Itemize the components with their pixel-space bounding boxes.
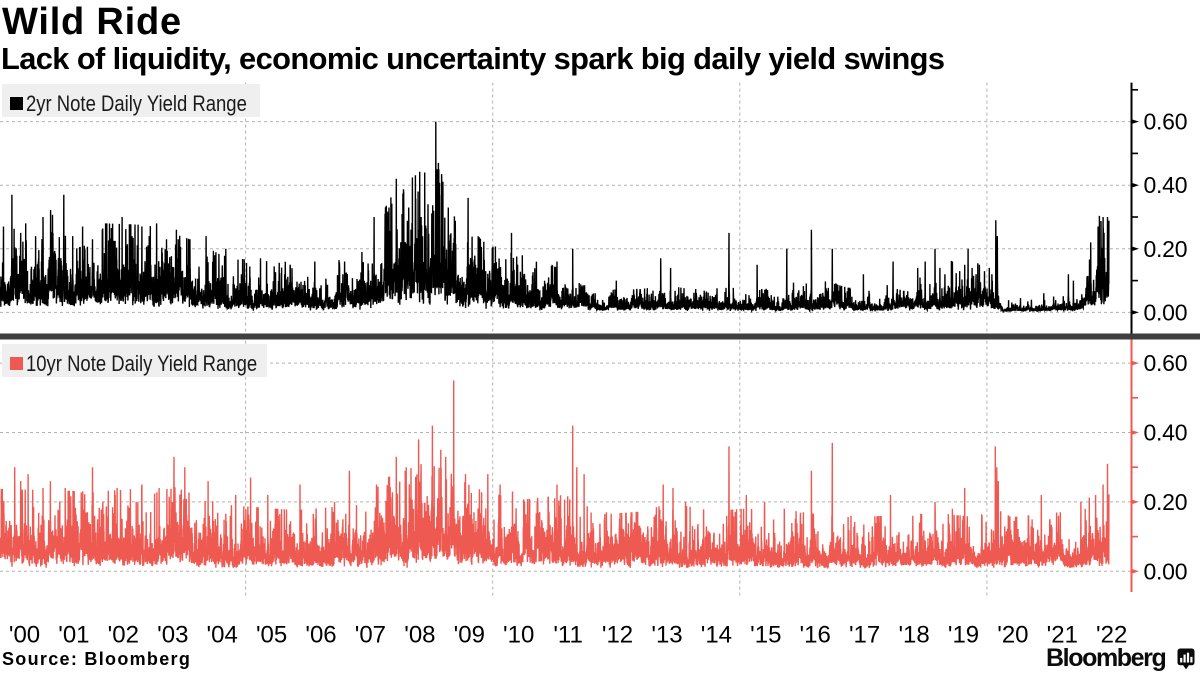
svg-text:'17: '17: [849, 622, 880, 649]
svg-text:'00: '00: [9, 622, 40, 649]
svg-text:'21: '21: [1047, 622, 1078, 649]
svg-text:'10: '10: [503, 622, 534, 649]
svg-text:0.00: 0.00: [1144, 558, 1188, 584]
svg-text:'05: '05: [256, 622, 287, 649]
svg-text:'22: '22: [1096, 622, 1127, 649]
svg-text:0.40: 0.40: [1144, 420, 1188, 446]
svg-text:'20: '20: [997, 622, 1028, 649]
svg-text:'12: '12: [602, 622, 633, 649]
svg-text:'03: '03: [157, 622, 188, 649]
svg-text:'08: '08: [404, 622, 435, 649]
svg-text:'04: '04: [207, 622, 238, 649]
svg-text:'14: '14: [701, 622, 732, 649]
svg-text:'09: '09: [454, 622, 485, 649]
svg-text:'06: '06: [305, 622, 336, 649]
svg-text:'19: '19: [948, 622, 979, 649]
svg-text:0.60: 0.60: [1144, 109, 1188, 135]
svg-text:'16: '16: [800, 622, 831, 649]
svg-text:'07: '07: [355, 622, 386, 649]
svg-text:'15: '15: [750, 622, 781, 649]
svg-text:'01: '01: [58, 622, 89, 649]
svg-text:'18: '18: [898, 622, 929, 649]
svg-text:0.60: 0.60: [1144, 350, 1188, 376]
svg-text:0.20: 0.20: [1144, 236, 1188, 262]
svg-text:'13: '13: [651, 622, 682, 649]
svg-text:'11: '11: [553, 622, 583, 649]
svg-text:0.00: 0.00: [1144, 299, 1188, 325]
svg-text:0.20: 0.20: [1144, 489, 1188, 515]
svg-text:'02: '02: [108, 622, 139, 649]
svg-text:0.40: 0.40: [1144, 172, 1188, 198]
